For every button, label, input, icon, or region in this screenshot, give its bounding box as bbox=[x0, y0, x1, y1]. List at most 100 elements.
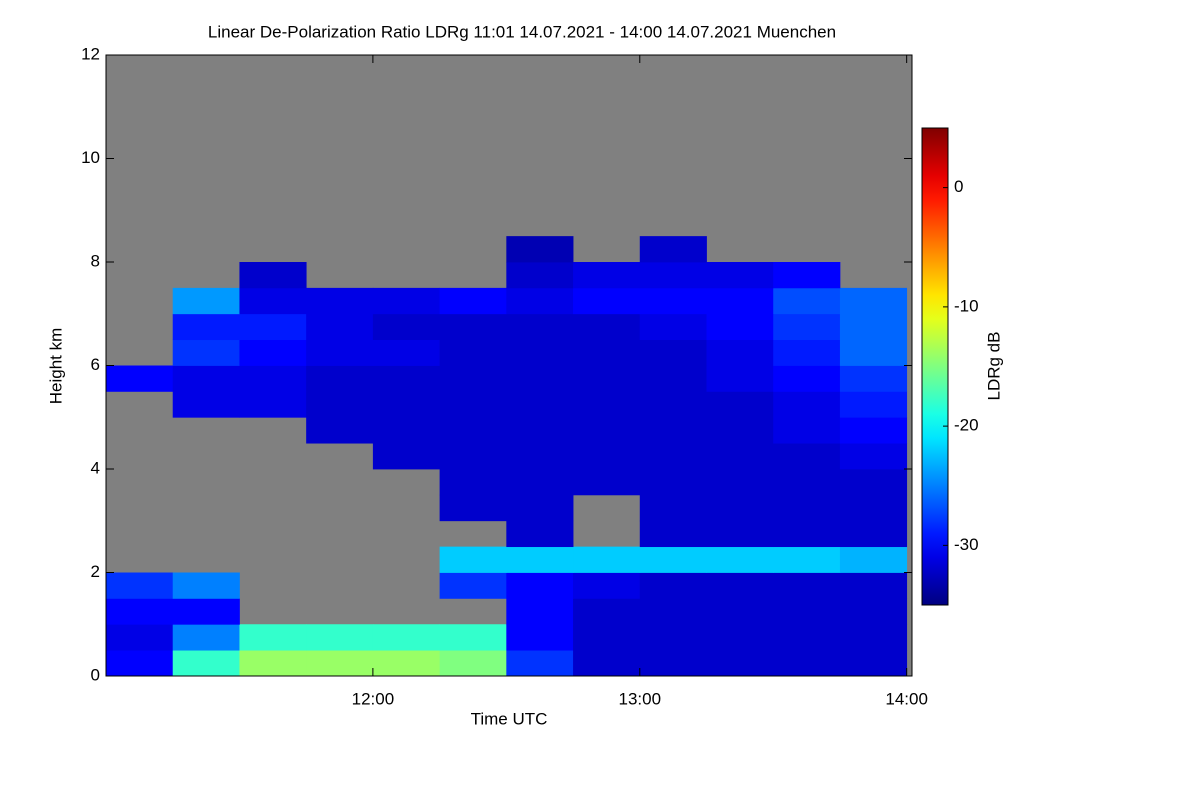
heatmap-cell bbox=[839, 287, 908, 315]
heatmap-cell bbox=[439, 572, 507, 599]
heatmap-cell bbox=[839, 650, 908, 677]
heatmap-cell bbox=[773, 417, 841, 444]
heatmap-cell bbox=[706, 391, 774, 418]
heatmap-cell bbox=[839, 339, 908, 366]
heatmap-cell bbox=[773, 469, 841, 496]
heatmap-cell bbox=[773, 287, 841, 315]
heatmap-cell bbox=[573, 650, 641, 677]
heatmap-cell bbox=[639, 236, 707, 263]
colorbar-tick-label: -20 bbox=[954, 416, 979, 435]
y-tick-label: 4 bbox=[91, 458, 100, 477]
heatmap-cell bbox=[639, 287, 707, 315]
heatmap-cell bbox=[506, 313, 574, 341]
heatmap-cell bbox=[372, 624, 441, 651]
heatmap-cell bbox=[372, 650, 441, 677]
heatmap-cell bbox=[706, 598, 774, 625]
heatmap-cell bbox=[706, 469, 774, 496]
heatmap-cell bbox=[306, 365, 374, 392]
heatmap-cell bbox=[439, 339, 507, 366]
heatmap-cell bbox=[639, 598, 707, 625]
heatmap-cell bbox=[239, 339, 307, 366]
heatmap-cell bbox=[839, 572, 908, 599]
heatmap-cell bbox=[506, 287, 574, 315]
heatmap-cell bbox=[172, 339, 240, 366]
heatmap-cell bbox=[639, 494, 707, 522]
colorbar-label: LDRg dB bbox=[984, 332, 1003, 401]
heatmap-cell bbox=[172, 598, 240, 625]
heatmap-cell bbox=[773, 520, 841, 548]
heatmap-cell bbox=[306, 417, 374, 444]
heatmap-cell bbox=[706, 546, 774, 573]
heatmap-cell bbox=[773, 494, 841, 522]
heatmap-cell bbox=[573, 365, 641, 392]
y-tick-label: 6 bbox=[91, 355, 100, 374]
heatmap-cell bbox=[439, 650, 507, 677]
heatmap-cell bbox=[639, 365, 707, 392]
heatmap-cell bbox=[773, 365, 841, 392]
heatmap-cell bbox=[639, 572, 707, 599]
heatmap-cell bbox=[439, 365, 507, 392]
heatmap-cell bbox=[506, 236, 574, 263]
plot-area bbox=[106, 55, 912, 677]
heatmap-cell bbox=[439, 546, 507, 573]
heatmap-cell bbox=[439, 443, 507, 470]
heatmap-cell bbox=[706, 313, 774, 341]
heatmap-cell bbox=[839, 365, 908, 392]
heatmap-cell bbox=[639, 262, 707, 289]
heatmap-cell bbox=[306, 313, 374, 341]
chart-title: Linear De-Polarization Ratio LDRg 11:01 … bbox=[208, 22, 836, 41]
heatmap-cell bbox=[506, 443, 574, 470]
heatmap-cell bbox=[506, 365, 574, 392]
heatmap-cell bbox=[839, 546, 908, 573]
heatmap-cell bbox=[639, 391, 707, 418]
y-tick-label: 0 bbox=[91, 665, 100, 684]
heatmap-cell bbox=[306, 287, 374, 315]
heatmap-cell bbox=[839, 624, 908, 651]
heatmap-cell bbox=[506, 391, 574, 418]
heatmap-cell bbox=[239, 287, 307, 315]
heatmap-cell bbox=[773, 339, 841, 366]
heatmap-cell bbox=[839, 443, 908, 470]
heatmap-cell bbox=[839, 469, 908, 496]
heatmap-cell bbox=[773, 391, 841, 418]
heatmap-cell bbox=[706, 494, 774, 522]
y-tick-label: 8 bbox=[91, 251, 100, 270]
heatmap-cell bbox=[706, 572, 774, 599]
heatmap-cell bbox=[306, 339, 374, 366]
heatmap-cell bbox=[506, 494, 574, 522]
colorbar-tick-label: -30 bbox=[954, 535, 979, 554]
heatmap-cell bbox=[172, 391, 240, 418]
heatmap-cell bbox=[506, 546, 574, 573]
heatmap-cell bbox=[372, 417, 441, 444]
heatmap-cell bbox=[506, 520, 574, 548]
heatmap-cell bbox=[372, 287, 441, 315]
heatmap-cell bbox=[706, 624, 774, 651]
heatmap-cell bbox=[506, 598, 574, 625]
heatmap-cell bbox=[106, 650, 174, 677]
heatmap-cell bbox=[706, 287, 774, 315]
heatmap-cell bbox=[839, 494, 908, 522]
heatmap-cell bbox=[773, 650, 841, 677]
heatmap-cell bbox=[106, 365, 174, 392]
heatmap-cell bbox=[239, 391, 307, 418]
heatmap-cell bbox=[573, 469, 641, 496]
heatmap-cell bbox=[839, 417, 908, 444]
heatmap-cell bbox=[773, 443, 841, 470]
heatmap-cell bbox=[573, 598, 641, 625]
heatmap-cell bbox=[439, 469, 507, 496]
heatmap-cell bbox=[239, 365, 307, 392]
heatmap-cell bbox=[573, 339, 641, 366]
x-tick-label: 14:00 bbox=[885, 689, 928, 708]
heatmap-cell bbox=[573, 313, 641, 341]
colorbar bbox=[921, 127, 949, 606]
heatmap-cell bbox=[706, 417, 774, 444]
heatmap-cell bbox=[372, 365, 441, 392]
y-tick-label: 10 bbox=[81, 148, 100, 167]
heatmap-cell bbox=[773, 572, 841, 599]
heatmap-cell bbox=[706, 365, 774, 392]
heatmap-cell bbox=[706, 443, 774, 470]
heatmap-cell bbox=[172, 365, 240, 392]
heatmap-cell bbox=[239, 650, 307, 677]
heatmap-cell bbox=[639, 520, 707, 548]
heatmap-cell bbox=[306, 650, 374, 677]
